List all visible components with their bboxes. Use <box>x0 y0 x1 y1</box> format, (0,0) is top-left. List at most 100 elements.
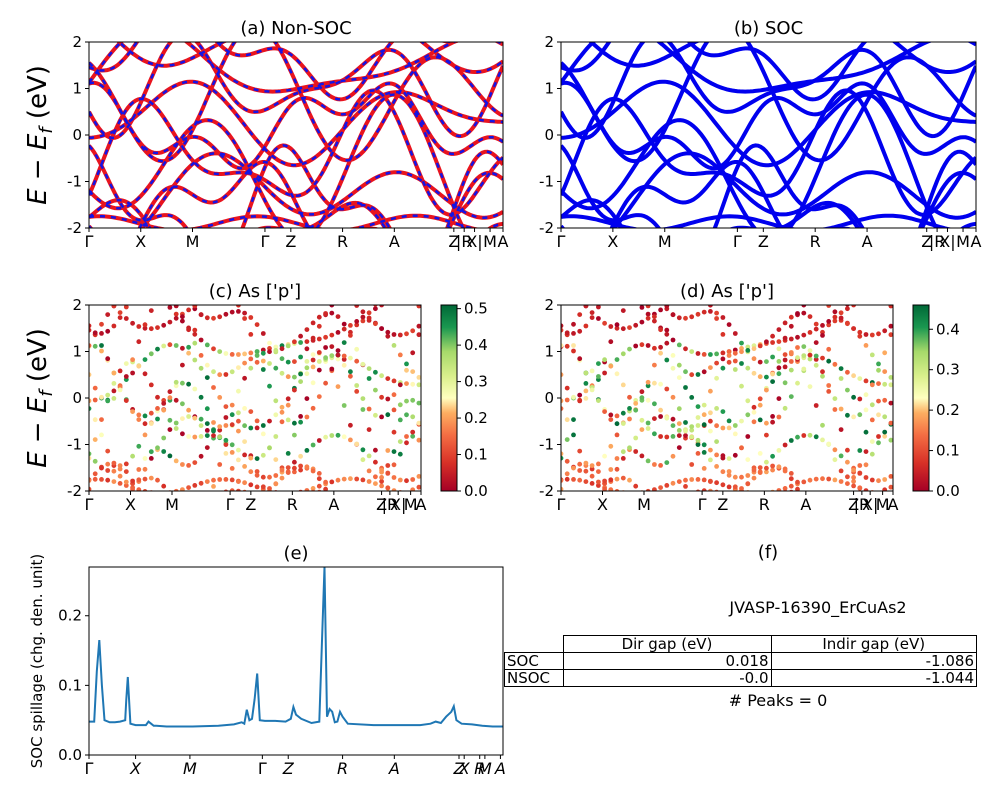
scatter-point <box>620 326 626 332</box>
scatter-point <box>373 459 378 465</box>
scatter-point <box>614 322 620 328</box>
scatter-point <box>404 367 409 373</box>
scatter-point <box>561 406 564 411</box>
scatter-point <box>136 287 141 292</box>
scatter-point <box>391 407 397 413</box>
scatter-point <box>280 491 285 496</box>
scatter-point <box>285 343 291 349</box>
scatter-point <box>658 434 663 439</box>
scatter-point <box>267 361 272 366</box>
colorbar-tick-label: 0.2 <box>936 401 960 419</box>
scatter-point <box>161 295 166 300</box>
scatter-point <box>180 314 185 320</box>
scatter-point <box>596 469 601 474</box>
scatter-point <box>410 300 415 305</box>
scatter-point <box>373 537 378 542</box>
scatter-point <box>564 476 570 482</box>
scatter-point <box>583 388 589 394</box>
scatter-point <box>366 376 372 381</box>
scatter-point <box>714 406 719 411</box>
scatter-point <box>820 476 825 482</box>
scatter-point <box>161 299 166 304</box>
scatter-point <box>161 343 167 349</box>
scatter-point <box>596 361 601 366</box>
scatter-point <box>304 359 310 364</box>
scatter-point <box>645 305 651 309</box>
band-line-dashed <box>138 160 503 228</box>
scatter-point <box>708 418 713 424</box>
scatter-point <box>248 356 254 362</box>
y-tick-label: -1 <box>67 436 82 454</box>
scatter-point <box>223 372 229 377</box>
scatter-point <box>583 468 589 474</box>
x-tick-label: Z <box>758 232 769 251</box>
scatter-point <box>217 314 223 320</box>
scatter-point <box>391 343 397 348</box>
scatter-point <box>876 434 881 439</box>
scatter-point <box>559 274 564 279</box>
gap-table: Dir gap (eV) Indir gap (eV) SOC 0.018 -1… <box>504 635 977 687</box>
scatter-point <box>745 348 751 353</box>
scatter-point <box>564 330 570 336</box>
scatter-point <box>304 346 310 352</box>
x-tick-label: A <box>498 232 509 251</box>
scatter-point <box>614 413 620 419</box>
scatter-point <box>801 284 806 289</box>
x-tick-label: M <box>404 495 418 514</box>
scatter-point <box>888 305 893 309</box>
scatter-point <box>770 467 775 473</box>
scatter-point <box>167 453 173 459</box>
scatter-point <box>404 298 409 303</box>
scatter-point <box>813 357 819 362</box>
plot-frame <box>88 41 504 229</box>
x-tick-label: M <box>186 232 200 251</box>
scatter-point <box>367 511 372 516</box>
scatter-point <box>298 414 303 419</box>
scatter-point <box>186 307 192 313</box>
scatter-point <box>148 449 154 455</box>
scatter-point <box>155 394 160 400</box>
panel-f-title: (f) <box>758 542 778 563</box>
scatter-point <box>142 456 148 461</box>
scatter-point <box>404 331 409 337</box>
scatter-point <box>167 319 173 325</box>
scatter-point <box>354 441 360 447</box>
scatter-point <box>689 462 695 467</box>
scatter-point <box>832 318 838 324</box>
plot-area-c <box>89 287 421 542</box>
y-tick-label: 1 <box>72 80 82 98</box>
scatter-point <box>788 367 794 373</box>
scatter-point <box>236 305 241 308</box>
x-tick-label: R <box>474 759 485 778</box>
y-tick-label: -2 <box>67 219 82 237</box>
scatter-point <box>621 516 626 521</box>
scatter-point <box>832 447 838 453</box>
band-line-dashed <box>89 93 465 228</box>
scatter-point <box>770 489 775 491</box>
scatter-point <box>820 297 825 302</box>
scatter-point <box>888 420 893 426</box>
y-axis-label-top: E − Ef (eV) <box>23 65 57 205</box>
scatter-point <box>105 312 111 317</box>
scatter-point <box>155 325 160 330</box>
scatter-point <box>211 499 216 504</box>
scatter-point <box>310 489 316 491</box>
scatter-point <box>795 479 800 485</box>
scatter-point <box>620 475 626 481</box>
scatter-point <box>770 453 775 459</box>
scatter-point <box>820 373 825 379</box>
scatter-point <box>882 276 887 281</box>
scatter-point <box>764 339 769 345</box>
scatter-point <box>807 356 813 362</box>
scatter-point <box>826 305 832 308</box>
scatter-point <box>838 376 844 381</box>
scatter-point <box>701 369 707 375</box>
scatter-point <box>739 340 744 346</box>
scatter-point <box>813 353 819 359</box>
scatter-point <box>89 478 92 483</box>
scatter-point <box>664 386 670 392</box>
scatter-point <box>361 297 366 302</box>
scatter-point <box>757 343 763 349</box>
scatter-point <box>204 433 210 438</box>
scatter-point <box>689 314 695 320</box>
